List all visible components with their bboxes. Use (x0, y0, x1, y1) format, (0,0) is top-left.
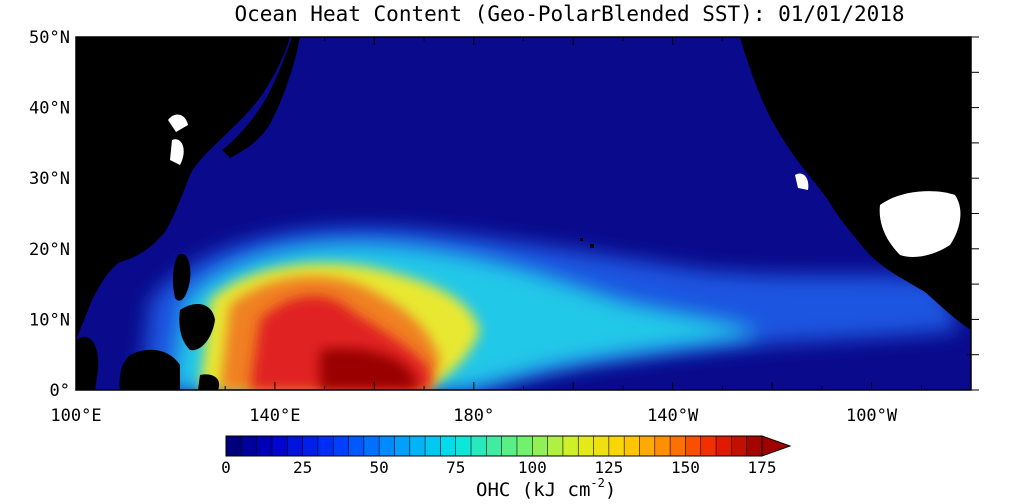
colorbar-title: OHC (kJ cm-2) (476, 476, 616, 501)
colorbar-swatch (670, 436, 686, 456)
colorbar-swatch (287, 436, 304, 456)
colorbar-swatch (425, 436, 441, 456)
colorbar-tick-label: 150 (671, 458, 700, 477)
colorbar-labels: 0 25 50 75 100 125 150 175 (221, 458, 776, 477)
map-title: Ocean Heat Content (Geo-PolarBlended SST… (234, 2, 905, 26)
ohc-darkred (320, 348, 420, 390)
colorbar-swatch (256, 436, 273, 456)
colorbar-tick-label: 0 (221, 458, 231, 477)
lon-tick-label: 140°W (647, 406, 699, 426)
colorbar-swatch (562, 436, 579, 456)
colorbar-tick-label: 75 (446, 458, 465, 477)
colorbar-tick-label: 175 (748, 458, 777, 477)
colorbar-tick-label: 100 (518, 458, 547, 477)
colorbar-swatch (471, 436, 487, 456)
axis-ticks (75, 36, 979, 391)
lat-tick-label: 20°N (29, 240, 70, 260)
land-north-america (740, 37, 971, 330)
colorbar-swatch (547, 436, 564, 456)
lon-tick-label: 140°E (249, 406, 300, 426)
colorbar-swatch (348, 436, 365, 456)
colorbar-swatch (302, 436, 319, 456)
colorbar-swatch (241, 436, 258, 456)
colorbar-swatch (654, 436, 671, 456)
colorbar-swatch (440, 436, 457, 456)
colorbar-title-exponent: -2 (590, 476, 605, 490)
colorbar-swatch (608, 436, 625, 456)
colorbar-swatch (409, 436, 426, 456)
lon-tick-label: 180° (453, 406, 494, 426)
colorbar-tick-label: 25 (293, 458, 312, 477)
colorbar-swatch (501, 436, 518, 456)
colorbar-swatch (486, 436, 503, 456)
colorbar-swatch (271, 436, 288, 456)
colorbar-swatch (593, 436, 610, 456)
colorbar-swatch (532, 436, 549, 456)
colorbar-swatch (333, 436, 350, 456)
lon-tick-label: 100°E (50, 406, 101, 426)
colorbar-swatch (639, 436, 656, 456)
colorbar-swatch (731, 436, 748, 456)
colorbar (225, 435, 792, 457)
axis-labels: 50°N 40°N 30°N 20°N 10°N 0° 100°E 140°E 180° 140°… (29, 28, 898, 426)
colorbar-swatch (379, 436, 395, 456)
lat-tick-label: 0° (50, 381, 70, 401)
lat-tick-label: 40°N (29, 99, 70, 119)
colorbar-swatch (685, 436, 702, 456)
colorbar-swatch (394, 436, 411, 456)
colorbar-swatch (363, 436, 380, 456)
colorbar-swatch (624, 436, 640, 456)
colorbar-swatch (516, 436, 533, 456)
map-plot-area (76, 37, 971, 390)
colorbar-title-text: OHC (kJ cm (476, 479, 591, 501)
colorbar-swatch (455, 436, 472, 456)
lat-tick-label: 30°N (29, 169, 70, 189)
colorbar-swatch (317, 436, 334, 456)
land-asia (76, 37, 300, 390)
colorbar-tick-label: 125 (594, 458, 623, 477)
lat-tick-label: 50°N (29, 28, 70, 48)
colorbar-swatch (226, 436, 242, 456)
lon-tick-label: 100°W (846, 406, 898, 426)
hawaii (580, 238, 594, 248)
lat-tick-label: 10°N (29, 310, 70, 330)
colorbar-overflow-arrow (761, 435, 792, 457)
colorbar-title-close: ) (604, 479, 617, 501)
colorbar-swatch (746, 436, 763, 456)
colorbar-swatch (700, 436, 717, 456)
colorbar-swatch (716, 436, 732, 456)
colorbar-swatch (578, 436, 595, 456)
colorbar-tick-label: 50 (370, 458, 389, 477)
